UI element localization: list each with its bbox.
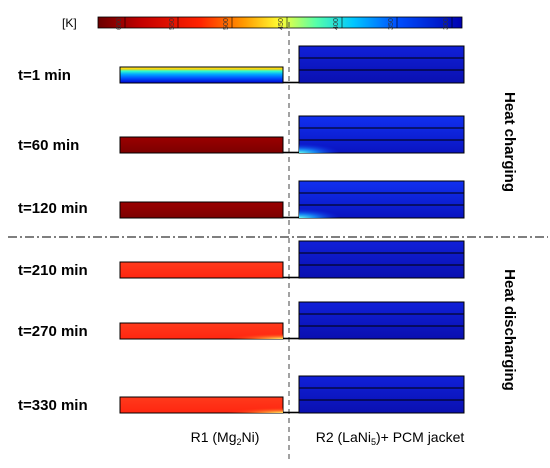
r2-reactor [298, 375, 465, 414]
colorbar-scale [97, 16, 463, 29]
colorbar: [K] 600 550 500 450 400 350 300 [62, 16, 463, 30]
colorbar-unit: [K] [62, 16, 77, 30]
r2-warm-zone [299, 181, 464, 218]
colorbar-tick-label: 500 [223, 18, 230, 30]
snapshot-row: t=330 min [18, 375, 465, 414]
r1-reactor [119, 261, 284, 279]
r2-reactor [298, 45, 465, 84]
heat-discharging-label: Heat discharging [501, 269, 518, 391]
r2-label-subscript: 5 [371, 437, 376, 447]
colorbar-tick-label: 450 [278, 18, 285, 30]
snapshot-row: t=270 min [18, 301, 465, 340]
r1-cooling-zone [120, 323, 283, 339]
colorbar-tick-label: 550 [169, 18, 176, 30]
r2-warm-zone [299, 116, 464, 153]
r1-cooling-zone [120, 397, 283, 413]
time-label: t=60 min [18, 137, 79, 154]
heat-charging-label: Heat charging [501, 92, 518, 192]
time-label: t=210 min [18, 262, 88, 279]
r1-reactor [119, 136, 284, 154]
r1-label-subscript: 2 [237, 437, 242, 447]
r1-label-tail: Ni) [242, 429, 260, 445]
r1-label-main: R1 (Mg [191, 429, 237, 445]
time-label: t=120 min [18, 200, 88, 217]
r1-reactor [119, 201, 284, 219]
r2-label: R2 (LaNi5)+ PCM jacket [316, 429, 465, 447]
r2-reactor [298, 301, 465, 340]
colorbar-tick-label: 400 [333, 18, 340, 30]
colorbar-tick-label: 600 [116, 18, 123, 30]
r2-label-main: R2 (LaNi [316, 429, 371, 445]
snapshot-row: t=60 min [18, 115, 465, 154]
r1-label: R1 (Mg2Ni) [191, 429, 260, 447]
time-label: t=1 min [18, 67, 71, 84]
r1-reactor [119, 66, 284, 84]
colorbar-tick-label: 300 [443, 18, 450, 30]
snapshot-row: t=1 min [18, 45, 465, 84]
r2-reactor [298, 240, 465, 279]
time-label: t=270 min [18, 323, 88, 340]
snapshot-row: t=210 min [18, 240, 465, 279]
snapshot-rows: t=1 min t=60 min t=120 min t=210 min t=270 m… [18, 45, 465, 414]
snapshot-row: t=120 min [18, 180, 465, 219]
colorbar-tick-label: 350 [388, 18, 395, 30]
colorbar-ticks: 600 550 500 450 400 350 300 [116, 17, 453, 30]
r2-label-tail: )+ PCM jacket [376, 429, 464, 445]
time-label: t=330 min [18, 397, 88, 414]
